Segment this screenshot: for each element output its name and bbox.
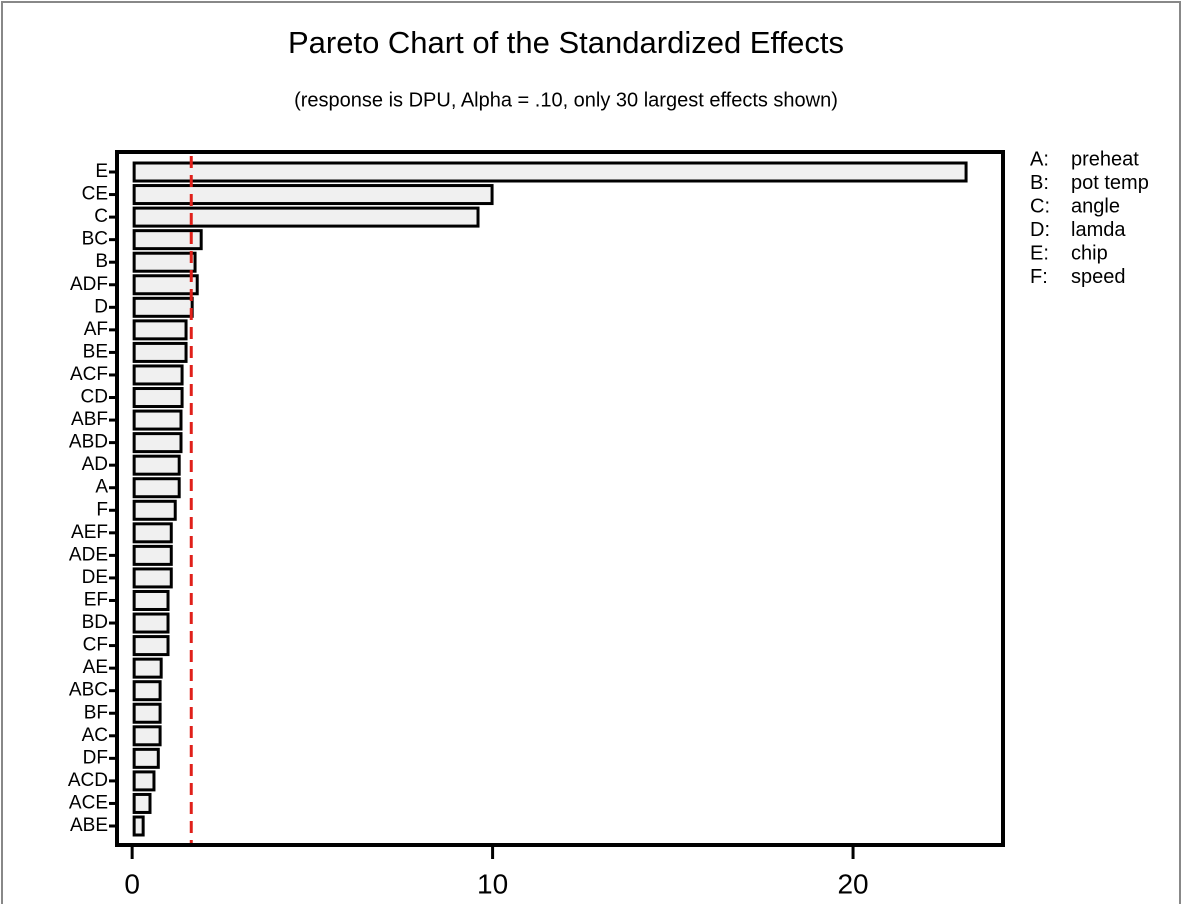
bar <box>132 612 170 634</box>
legend-name: angle <box>1071 195 1120 217</box>
y-tick-label: F <box>96 499 108 520</box>
y-tick-label: AEF <box>71 522 108 543</box>
y-tick-label: BD <box>82 612 108 633</box>
bar <box>132 567 173 589</box>
legend-key: B: <box>1030 172 1049 194</box>
y-tick-label: EF <box>84 589 108 610</box>
y-tick-label: D <box>94 296 108 317</box>
bar <box>132 296 194 318</box>
legend-name: lamda <box>1071 219 1126 241</box>
bar <box>132 522 173 544</box>
bar <box>132 747 160 769</box>
bar <box>132 770 156 792</box>
y-tick-label: DF <box>83 747 108 768</box>
y-tick-label: ABD <box>69 432 108 453</box>
plot-frame <box>115 150 1005 847</box>
bar <box>132 319 188 341</box>
y-tick-label: ABE <box>70 815 108 836</box>
legend-name: chip <box>1071 242 1108 264</box>
bar <box>132 477 181 499</box>
legend-key: C: <box>1030 195 1050 217</box>
y-tick-label: BE <box>83 341 108 362</box>
bar <box>132 206 480 228</box>
bar <box>132 499 177 521</box>
legend-key: E: <box>1030 242 1049 264</box>
y-tick-label: AC <box>82 725 108 746</box>
bar <box>132 364 184 386</box>
bar <box>132 657 163 679</box>
chart-title: Pareto Chart of the Standardized Effects <box>288 25 844 60</box>
bar <box>132 702 162 724</box>
legend-name: speed <box>1071 266 1126 288</box>
bar <box>132 251 197 273</box>
y-tick-label: AD <box>82 454 108 475</box>
y-tick-label: ABF <box>71 409 108 430</box>
y-tick-label: AF <box>84 319 108 340</box>
bar <box>132 184 494 206</box>
y-tick-label: ABC <box>69 680 108 701</box>
y-tick-label: CE <box>82 184 108 205</box>
bar <box>132 409 183 431</box>
bar <box>132 387 184 409</box>
y-tick-label: CD <box>81 387 108 408</box>
y-tick-label: C <box>94 206 108 227</box>
legend-key: F: <box>1030 266 1048 288</box>
y-tick-label: DE <box>82 567 108 588</box>
x-tick-label: 10 <box>477 868 508 899</box>
y-tick-label: ACD <box>68 770 108 791</box>
y-tick-label: ACE <box>69 792 108 813</box>
bar <box>132 680 162 702</box>
y-tick-label: E <box>95 161 108 182</box>
bar <box>132 544 173 566</box>
x-tick-label: 0 <box>124 868 140 899</box>
bar <box>132 341 188 363</box>
y-tick-label: BF <box>84 702 108 723</box>
legend-key: D: <box>1030 219 1050 241</box>
bar <box>132 229 203 251</box>
bar <box>132 589 170 611</box>
bar <box>132 161 968 183</box>
chart-subtitle: (response is DPU, Alpha = .10, only 30 l… <box>294 89 838 111</box>
y-tick-label: A <box>95 477 108 498</box>
bar <box>132 792 152 814</box>
legend-key: A: <box>1030 148 1049 170</box>
y-tick-label: BC <box>82 229 108 250</box>
y-tick-label: ADE <box>69 544 108 565</box>
bar <box>132 725 162 747</box>
bar <box>132 815 145 837</box>
bar <box>132 432 183 454</box>
y-tick-label: ACF <box>70 364 108 385</box>
x-tick-label: 20 <box>837 868 868 899</box>
legend-name: preheat <box>1071 148 1139 170</box>
y-tick-label: B <box>95 251 108 272</box>
bar <box>132 274 199 296</box>
bar <box>132 454 181 476</box>
y-tick-label: ADF <box>70 274 108 295</box>
y-tick-label: AE <box>83 657 108 678</box>
legend-name: pot temp <box>1071 172 1149 194</box>
y-tick-label: CF <box>83 635 108 656</box>
bar <box>132 635 170 657</box>
